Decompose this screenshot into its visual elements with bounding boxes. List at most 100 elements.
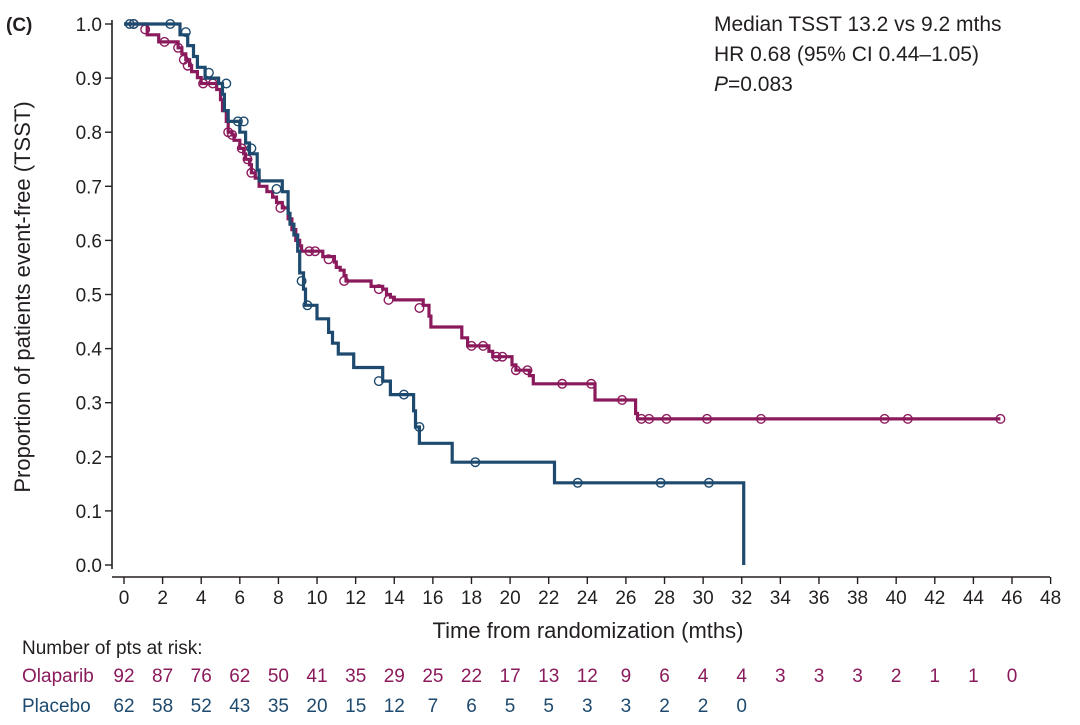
panel-label: (C) bbox=[6, 15, 32, 36]
at-risk-value: 13 bbox=[538, 666, 559, 687]
x-tick-label: 2 bbox=[157, 588, 168, 609]
annotation-part: HR 0.68 (95% CI 0.44–1.05) bbox=[714, 43, 979, 66]
at-risk-value: 4 bbox=[736, 666, 747, 687]
y-axis-title: Proportion of patients event-free (TSST) bbox=[10, 101, 35, 492]
x-tick-label: 32 bbox=[731, 588, 752, 609]
censor-mark bbox=[302, 300, 313, 311]
series-placebo bbox=[124, 19, 746, 565]
y-tick-label: 0.9 bbox=[76, 69, 102, 90]
censor-mark bbox=[310, 246, 321, 257]
censor-mark bbox=[124, 19, 135, 30]
at-risk-value: 92 bbox=[113, 666, 134, 687]
censor-mark bbox=[227, 129, 238, 140]
at-risk-value: 58 bbox=[152, 696, 173, 717]
at-risk-value: 52 bbox=[191, 696, 212, 717]
censor-mark bbox=[304, 246, 315, 257]
censor-mark bbox=[221, 78, 232, 89]
x-tick-label: 18 bbox=[461, 588, 482, 609]
at-risk-value: 2 bbox=[659, 696, 670, 717]
censor-mark bbox=[373, 376, 384, 387]
at-risk-value: 2 bbox=[891, 666, 902, 687]
annotation-line: HR 0.68 (95% CI 0.44–1.05) bbox=[714, 43, 979, 66]
y-tick-label: 0.0 bbox=[76, 556, 102, 577]
censor-mark bbox=[702, 413, 713, 424]
x-axis-title: Time from randomization (mths) bbox=[433, 618, 744, 643]
at-risk-value: 15 bbox=[345, 696, 366, 717]
x-tick-label: 44 bbox=[963, 588, 985, 609]
x-tick-label: 8 bbox=[273, 588, 284, 609]
at-risk-value: 12 bbox=[577, 666, 598, 687]
at-risk-value: 1 bbox=[968, 666, 979, 687]
censor-mark bbox=[339, 276, 350, 287]
series-line-olaparib bbox=[124, 22, 1001, 421]
censor-mark bbox=[478, 340, 489, 351]
censor-mark bbox=[323, 254, 334, 265]
censor-mark bbox=[414, 303, 425, 314]
at-risk-value: 6 bbox=[466, 696, 477, 717]
censor-mark bbox=[557, 378, 568, 389]
at-risk-table: Number of pts at risk: Olaparib 92 87 76 62 5… bbox=[22, 638, 1017, 717]
censor-mark bbox=[246, 143, 257, 154]
series-olaparib bbox=[124, 19, 1006, 424]
y-tick-label: 0.4 bbox=[76, 340, 103, 361]
annotation-box: Median TSST 13.2 vs 9.2 mths HR 0.68 (95%… bbox=[714, 13, 1002, 96]
at-risk-value: 41 bbox=[306, 666, 327, 687]
y-tick-label: 0.8 bbox=[76, 123, 102, 144]
at-risk-value: 6 bbox=[659, 666, 670, 687]
censor-mark bbox=[128, 19, 139, 30]
censor-mark bbox=[398, 389, 409, 400]
censor-mark bbox=[644, 413, 655, 424]
x-tick-label: 36 bbox=[808, 588, 829, 609]
censor-mark bbox=[238, 116, 249, 127]
at-risk-value: 12 bbox=[384, 696, 405, 717]
at-risk-value: 62 bbox=[113, 696, 134, 717]
censor-mark bbox=[246, 167, 257, 178]
at-risk-label-placebo: Placebo bbox=[22, 696, 91, 717]
y-tick-label: 1.0 bbox=[76, 15, 102, 36]
at-risk-value: 2 bbox=[698, 696, 709, 717]
censor-mark bbox=[470, 457, 481, 468]
censor-mark bbox=[655, 477, 666, 488]
censor-mark bbox=[510, 365, 521, 376]
annotation-line: Median TSST 13.2 vs 9.2 mths bbox=[714, 13, 1002, 36]
x-tick-label: 38 bbox=[847, 588, 868, 609]
at-risk-value: 35 bbox=[268, 696, 289, 717]
censor-mark bbox=[242, 154, 253, 165]
survival-curves bbox=[124, 19, 1006, 565]
at-risk-value: 20 bbox=[306, 696, 327, 717]
x-tick-label: 46 bbox=[1001, 588, 1022, 609]
at-risk-value: 35 bbox=[345, 666, 366, 687]
x-tick-label: 28 bbox=[654, 588, 675, 609]
censor-mark bbox=[491, 351, 502, 362]
x-tick-label: 48 bbox=[1040, 588, 1061, 609]
censor-mark bbox=[159, 36, 170, 47]
x-tick-label: 20 bbox=[500, 588, 521, 609]
censor-mark bbox=[236, 143, 247, 154]
y-tick-label: 0.6 bbox=[76, 231, 102, 252]
x-tick-label: 0 bbox=[119, 588, 130, 609]
censor-mark bbox=[902, 413, 913, 424]
x-tick-label: 30 bbox=[693, 588, 714, 609]
x-tick-label: 22 bbox=[538, 588, 559, 609]
at-risk-value: 9 bbox=[621, 666, 632, 687]
censor-mark bbox=[232, 116, 243, 127]
series-line-placebo bbox=[124, 22, 746, 565]
annotation-part: P bbox=[714, 73, 728, 96]
at-risk-value: 22 bbox=[461, 666, 482, 687]
x-tick-label: 26 bbox=[615, 588, 636, 609]
at-risk-value: 50 bbox=[268, 666, 289, 687]
at-risk-value: 25 bbox=[422, 666, 443, 687]
x-tick-label: 40 bbox=[886, 588, 907, 609]
at-risk-value: 3 bbox=[814, 666, 825, 687]
at-risk-value: 3 bbox=[852, 666, 863, 687]
at-risk-value: 3 bbox=[775, 666, 786, 687]
censor-mark bbox=[373, 284, 384, 295]
censor-mark bbox=[296, 276, 307, 287]
at-risk-value: 1 bbox=[930, 666, 941, 687]
censor-mark bbox=[203, 67, 214, 78]
y-tick-label: 0.5 bbox=[76, 286, 102, 307]
censor-mark bbox=[173, 42, 184, 53]
y-tick-label: 0.3 bbox=[76, 394, 102, 415]
censor-mark bbox=[198, 78, 209, 89]
at-risk-value: 76 bbox=[191, 666, 212, 687]
